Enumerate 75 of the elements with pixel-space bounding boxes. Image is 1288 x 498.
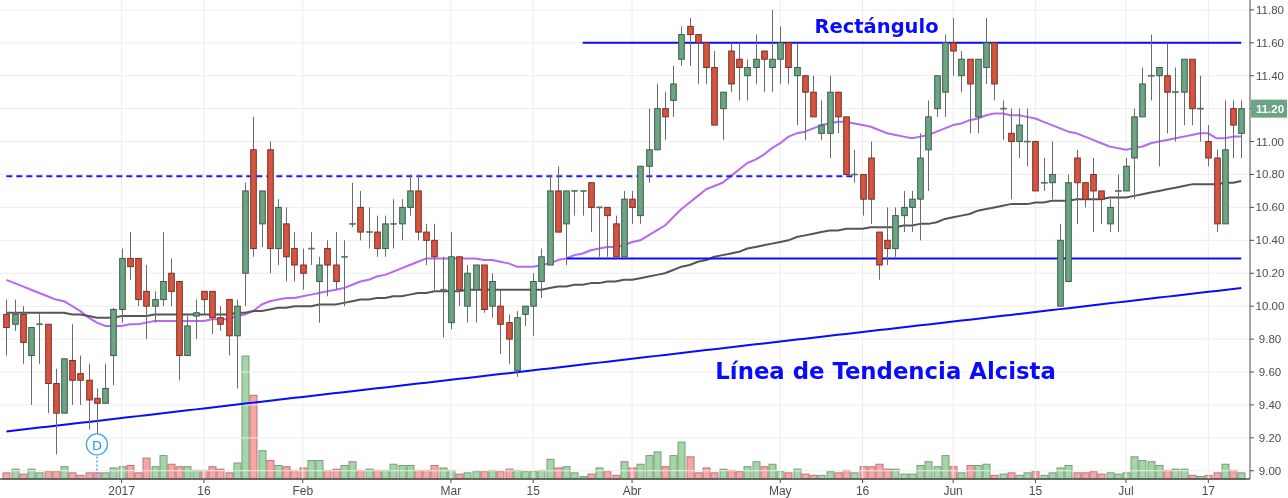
candlestick bbox=[744, 58, 751, 101]
candlestick bbox=[1000, 99, 1007, 141]
candlestick bbox=[341, 239, 348, 307]
candlestick bbox=[596, 206, 603, 258]
x-tick-label: May bbox=[768, 484, 792, 498]
x-tick-label: 15 bbox=[1028, 484, 1043, 498]
y-tick-label: 10.80 bbox=[1255, 168, 1285, 181]
candlestick bbox=[753, 34, 760, 85]
candlestick bbox=[818, 99, 825, 141]
bar bbox=[620, 461, 629, 480]
y-tick-label: 9.00 bbox=[1258, 464, 1282, 477]
bar bbox=[258, 450, 267, 480]
candlestick bbox=[1172, 66, 1179, 143]
candlestick bbox=[670, 65, 677, 118]
candlestick bbox=[349, 182, 356, 228]
bar bbox=[266, 460, 275, 480]
x-tick-label: 17 bbox=[1201, 484, 1216, 498]
candlestick bbox=[36, 312, 43, 365]
x-tick-label: 15 bbox=[526, 484, 541, 498]
candlestick bbox=[1164, 42, 1171, 134]
candlestick bbox=[324, 239, 331, 297]
candlestick bbox=[193, 299, 200, 340]
line-series bbox=[5, 287, 1243, 433]
x-tick-label: 16 bbox=[197, 484, 211, 498]
candlestick bbox=[1205, 124, 1212, 167]
series-label: Línea de Tendencia Alcista bbox=[715, 358, 1056, 385]
y-tick-label: 10.20 bbox=[1255, 267, 1285, 280]
candlestick bbox=[1107, 198, 1114, 233]
candlestick bbox=[374, 215, 381, 258]
candlestick bbox=[851, 149, 858, 184]
candlestick bbox=[333, 231, 340, 291]
candlestick bbox=[102, 363, 109, 404]
x-tick-label: Jun bbox=[943, 484, 963, 498]
candlestick bbox=[580, 190, 587, 217]
x-tick-label: Feb bbox=[292, 484, 314, 498]
y-tick-label: 11.00 bbox=[1256, 135, 1284, 148]
candlestick bbox=[662, 91, 669, 141]
candlestick bbox=[3, 299, 10, 357]
candlestick bbox=[497, 289, 504, 355]
line-series bbox=[5, 112, 1243, 327]
candlestick bbox=[629, 190, 636, 225]
x-tick-label: 16 bbox=[855, 484, 870, 498]
y-tick-label: 10.00 bbox=[1255, 300, 1285, 313]
candlestick bbox=[958, 50, 965, 93]
candlestick bbox=[950, 17, 957, 77]
y-tick-label: 10.60 bbox=[1255, 201, 1285, 214]
candlestick bbox=[1230, 99, 1237, 159]
annotation: 11.20 bbox=[1255, 102, 1285, 115]
x-tick-label: Mar bbox=[440, 484, 462, 498]
candlestick bbox=[720, 91, 727, 141]
y-tick-label: 10.40 bbox=[1255, 234, 1285, 247]
candlestick bbox=[1197, 75, 1204, 143]
y-tick-label: 9.40 bbox=[1258, 398, 1282, 411]
candlestick bbox=[1008, 108, 1015, 200]
candlestick bbox=[366, 206, 373, 250]
y-tick-label: 9.20 bbox=[1258, 431, 1282, 444]
candlestick bbox=[300, 248, 307, 291]
y-tick-label: 11.80 bbox=[1256, 3, 1284, 16]
candlestick bbox=[506, 313, 513, 365]
y-tick-label: 11.60 bbox=[1256, 36, 1284, 49]
candlestick bbox=[316, 256, 323, 324]
series-label: Rectángulo bbox=[814, 14, 939, 38]
x-tick-label: Abr bbox=[622, 484, 642, 498]
y-tick-label: 9.80 bbox=[1258, 333, 1282, 346]
candlestick bbox=[308, 231, 315, 266]
bar bbox=[249, 394, 258, 480]
candlestick bbox=[761, 50, 768, 93]
y-tick-label: 11.40 bbox=[1256, 69, 1284, 82]
x-tick-label: Jul bbox=[1118, 484, 1134, 498]
candlestick bbox=[794, 42, 801, 126]
y-tick-label: 9.60 bbox=[1258, 366, 1282, 379]
x-tick-label: 2017 bbox=[108, 484, 136, 498]
candlestick bbox=[604, 206, 611, 258]
annotation: D bbox=[91, 437, 102, 453]
candlestick bbox=[12, 299, 19, 332]
